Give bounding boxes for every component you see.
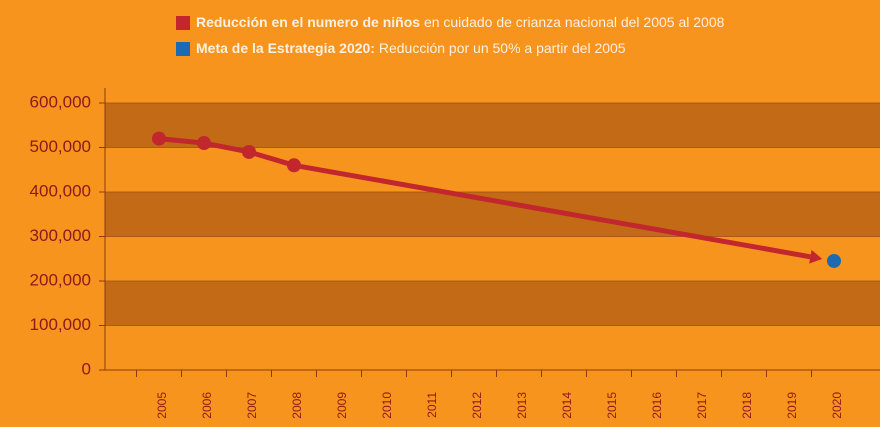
legend-entry: Meta de la Estrategia 2020: Reducción po… — [196, 40, 626, 56]
y-tick-label: 200,000 — [30, 270, 91, 289]
legend-note: Reducción por un 50% a partir del 2005 — [379, 40, 626, 56]
x-tick-label: 2017 — [695, 392, 709, 419]
x-tick-label: 2012 — [470, 392, 484, 419]
data-point — [152, 131, 166, 146]
legend-note: en cuidado de crianza nacional del 2005 … — [424, 14, 725, 30]
x-tick-label: 2014 — [560, 392, 574, 419]
legend-swatch — [176, 16, 190, 30]
series-line — [158, 136, 295, 168]
grid-band — [105, 103, 880, 148]
y-tick-label: 100,000 — [30, 315, 91, 334]
legend-swatch — [176, 42, 190, 56]
x-tick-label: 2007 — [245, 392, 259, 419]
grid-band — [105, 281, 880, 326]
goal-point — [827, 253, 841, 268]
x-tick-label: 2010 — [380, 392, 394, 419]
x-tick-label: 2006 — [200, 392, 214, 419]
y-tick-label: 400,000 — [30, 181, 91, 200]
data-point — [197, 136, 211, 151]
y-tick-label: 600,000 — [30, 92, 91, 111]
y-tick-label: 0 — [82, 359, 91, 378]
y-tick-label: 300,000 — [30, 226, 91, 245]
x-tick-label: 2008 — [290, 392, 304, 419]
x-tick-label: 2016 — [650, 392, 664, 419]
y-tick-label: 500,000 — [30, 137, 91, 156]
legend-name: Meta de la Estrategia 2020: — [196, 40, 375, 56]
x-tick-label: 2015 — [605, 392, 619, 419]
x-tick-label: 2005 — [155, 392, 169, 419]
x-tick-label: 2020 — [830, 392, 844, 419]
x-tick-label: 2011 — [425, 392, 439, 418]
x-tick-label: 2009 — [335, 392, 349, 419]
x-tick-label: 2018 — [740, 392, 754, 419]
arrow-head — [809, 249, 823, 264]
x-tick-label: 2013 — [515, 392, 529, 419]
trend-arrow — [293, 162, 811, 260]
data-point — [242, 144, 256, 159]
x-tick-label: 2019 — [785, 392, 799, 419]
legend-name: Reducción en el numero de niños — [196, 14, 420, 30]
legend-entry: Reducción en el numero de niños en cuida… — [196, 14, 725, 30]
